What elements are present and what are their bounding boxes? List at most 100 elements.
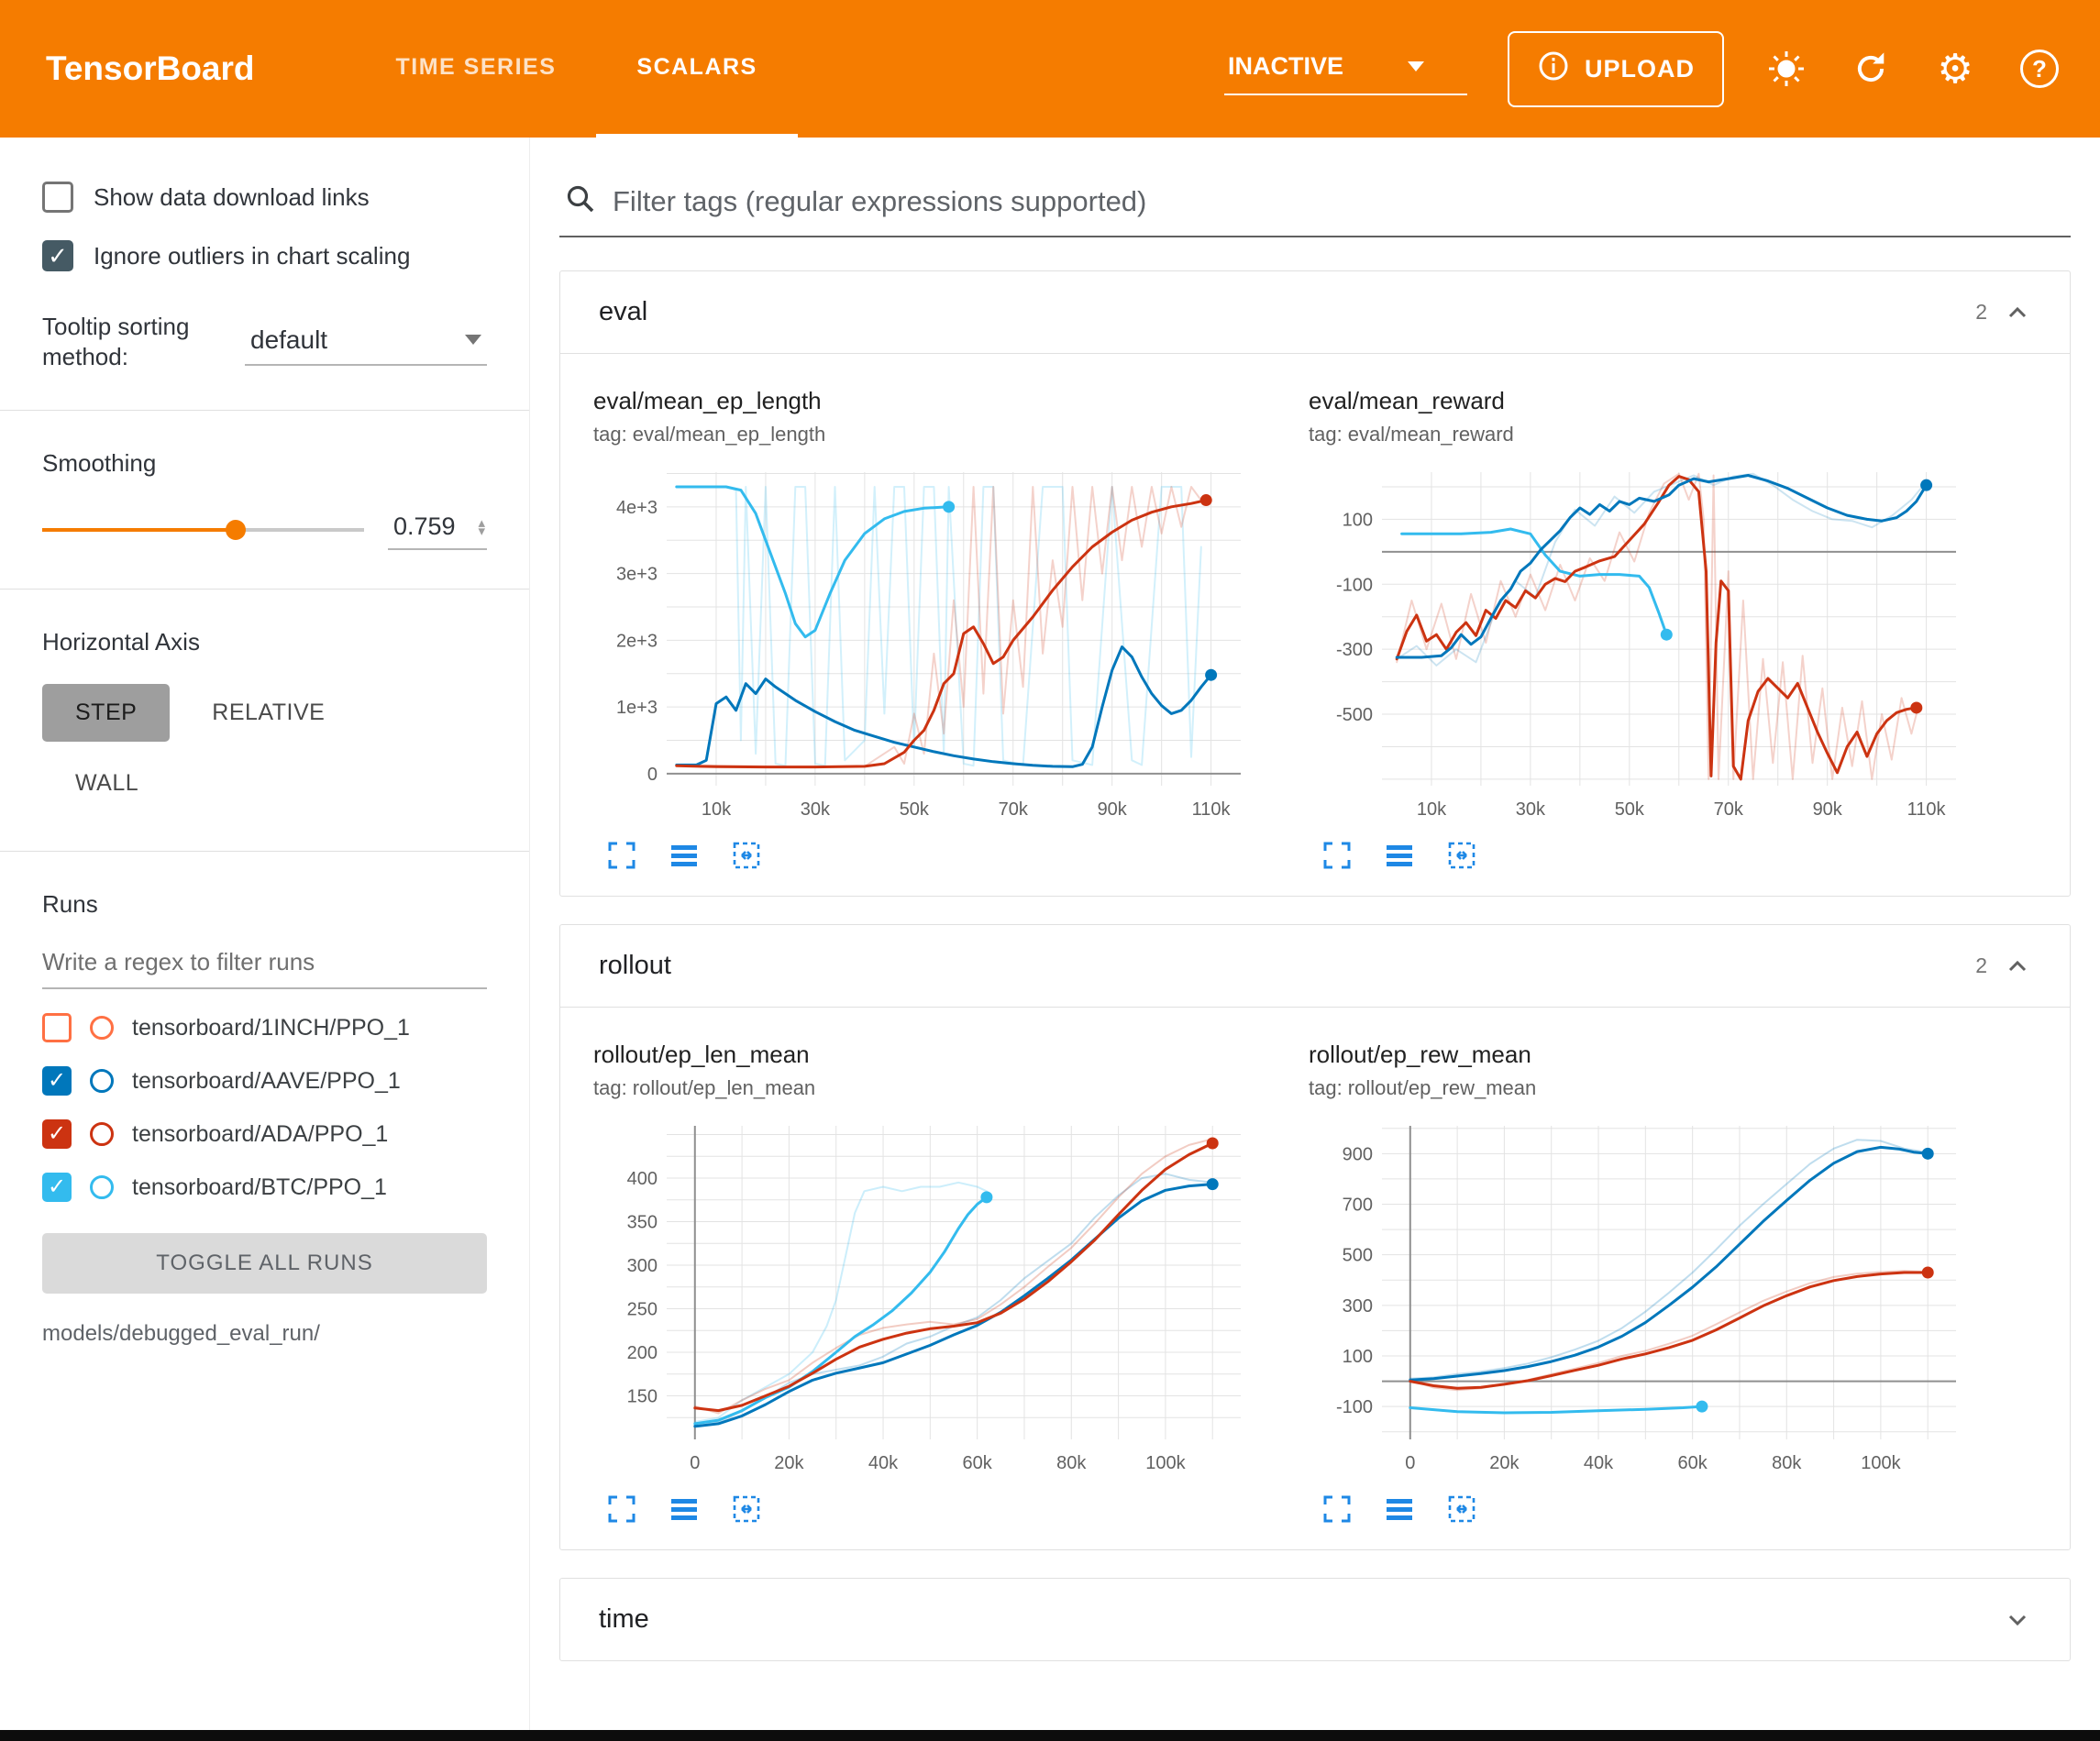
main-tabs: TIME SERIES SCALARS bbox=[356, 0, 798, 138]
data-table-icon[interactable] bbox=[667, 1493, 702, 1527]
tab-scalars[interactable]: SCALARS bbox=[596, 0, 798, 138]
fit-domain-icon[interactable] bbox=[729, 1493, 764, 1527]
chart-tag: tag: eval/mean_ep_length bbox=[593, 423, 826, 446]
section-card-time: time bbox=[559, 1578, 2071, 1661]
svg-text:80k: 80k bbox=[1772, 1453, 1802, 1473]
expand-chart-icon[interactable] bbox=[604, 1493, 639, 1527]
data-table-icon[interactable] bbox=[1382, 839, 1417, 874]
checkbox-icon: ✓ bbox=[42, 240, 73, 271]
smoothing-slider[interactable] bbox=[42, 513, 364, 546]
tag-filter-bar bbox=[559, 176, 2071, 237]
chart-toolbar bbox=[593, 839, 1263, 874]
tag-filter-input[interactable] bbox=[613, 184, 2065, 218]
svg-text:300: 300 bbox=[1343, 1296, 1373, 1317]
tab-time-series[interactable]: TIME SERIES bbox=[395, 53, 557, 80]
fit-domain-icon[interactable] bbox=[1444, 1493, 1479, 1527]
chevron-up-icon[interactable] bbox=[2004, 299, 2031, 326]
run-color-swatch-icon bbox=[90, 1122, 114, 1146]
chart-tag: tag: rollout/ep_rew_mean bbox=[1309, 1076, 1537, 1099]
toggle-all-runs-button[interactable]: TOGGLE ALL RUNS bbox=[42, 1233, 487, 1294]
svg-text:3e+3: 3e+3 bbox=[616, 565, 658, 585]
help-icon[interactable]: ? bbox=[2017, 47, 2061, 91]
svg-text:2e+3: 2e+3 bbox=[616, 631, 658, 651]
data-table-icon[interactable] bbox=[667, 839, 702, 874]
section-header-time[interactable]: time bbox=[560, 1579, 2070, 1660]
app-title: TensorBoard bbox=[46, 50, 255, 87]
refresh-icon[interactable] bbox=[1849, 47, 1893, 91]
expand-chart-icon[interactable] bbox=[604, 839, 639, 874]
svg-text:80k: 80k bbox=[1056, 1453, 1087, 1473]
upload-button[interactable]: UPLOAD bbox=[1508, 30, 1724, 107]
svg-text:60k: 60k bbox=[1678, 1453, 1708, 1473]
runs-section-label: Runs bbox=[42, 890, 98, 918]
header-actions: INACTIVE UPLOAD ⚙ ? bbox=[1224, 0, 2061, 138]
checkbox-icon: ✓ bbox=[42, 182, 73, 213]
svg-text:250: 250 bbox=[627, 1300, 658, 1320]
fit-domain-icon[interactable] bbox=[1444, 839, 1479, 874]
chevron-down-icon[interactable] bbox=[2004, 1606, 2031, 1634]
run-row-ada[interactable]: ✓ tensorboard/ADA/PPO_1 bbox=[42, 1119, 487, 1149]
expand-chart-icon[interactable] bbox=[1320, 1493, 1354, 1527]
app-header: TensorBoard TIME SERIES SCALARS INACTIVE… bbox=[0, 0, 2100, 138]
run-label: tensorboard/BTC/PPO_1 bbox=[132, 1174, 387, 1200]
chart-title: eval/mean_ep_length bbox=[593, 387, 822, 414]
run-row-aave[interactable]: ✓ tensorboard/AAVE/PPO_1 bbox=[42, 1066, 487, 1096]
tooltip-sorting-value: default bbox=[250, 325, 328, 354]
run-row-1inch[interactable]: ✓ tensorboard/1INCH/PPO_1 bbox=[42, 1013, 487, 1042]
show-download-links-checkbox[interactable]: ✓ Show data download links bbox=[42, 182, 487, 213]
chevron-up-icon[interactable] bbox=[2004, 953, 2031, 980]
upload-label: UPLOAD bbox=[1585, 54, 1695, 83]
data-table-icon[interactable] bbox=[1382, 1493, 1417, 1527]
svg-text:0: 0 bbox=[647, 765, 658, 785]
run-color-swatch-icon bbox=[90, 1175, 114, 1199]
svg-text:100k: 100k bbox=[1861, 1453, 1901, 1473]
tooltip-sorting-select[interactable]: default bbox=[245, 318, 487, 366]
axis-wall-button[interactable]: WALL bbox=[42, 755, 171, 812]
horizontal-axis-buttons: STEP RELATIVE WALL bbox=[42, 684, 372, 812]
chart-eval-mean-reward: eval/mean_reward tag: eval/mean_reward 1… bbox=[1309, 387, 1978, 874]
svg-text:-300: -300 bbox=[1336, 640, 1373, 660]
slider-knob-icon[interactable] bbox=[225, 519, 246, 540]
svg-text:-100: -100 bbox=[1336, 1397, 1373, 1417]
run-row-btc[interactable]: ✓ tensorboard/BTC/PPO_1 bbox=[42, 1173, 487, 1202]
section-header-eval[interactable]: eval 2 bbox=[560, 271, 2070, 354]
section-title: time bbox=[599, 1604, 649, 1634]
svg-text:4e+3: 4e+3 bbox=[616, 498, 658, 518]
chart-tag: tag: rollout/ep_len_mean bbox=[593, 1076, 816, 1099]
svg-text:0: 0 bbox=[690, 1453, 700, 1473]
status-dropdown[interactable]: INACTIVE bbox=[1224, 43, 1467, 95]
line-chart[interactable]: 0 20k 40k 60k 80k 100k 150 200 250 300 350 400 bbox=[593, 1115, 1254, 1480]
chart-toolbar bbox=[593, 1493, 1263, 1527]
settings-gear-icon[interactable]: ⚙ bbox=[1937, 46, 1973, 92]
axis-relative-button[interactable]: RELATIVE bbox=[179, 684, 358, 742]
section-card-rollout: rollout 2 rollout/ep_len_mean tag: rollo… bbox=[559, 924, 2071, 1550]
smoothing-value-input[interactable]: 0.759 ▴ ▾ bbox=[388, 509, 487, 550]
section-header-rollout[interactable]: rollout 2 bbox=[560, 925, 2070, 1008]
search-icon bbox=[565, 183, 596, 219]
expand-chart-icon[interactable] bbox=[1320, 839, 1354, 874]
fit-domain-icon[interactable] bbox=[729, 839, 764, 874]
divider bbox=[0, 851, 529, 852]
svg-text:150: 150 bbox=[627, 1387, 658, 1407]
line-chart[interactable]: 0 20k 40k 60k 80k 100k -100 100 300 500 700 900 bbox=[1309, 1115, 1969, 1480]
section-card-eval: eval 2 eval/mean_ep_length tag: eval/mea… bbox=[559, 270, 2071, 897]
section-count-badge: 2 bbox=[1975, 300, 1987, 324]
svg-text:70k: 70k bbox=[999, 799, 1029, 820]
ignore-outliers-checkbox[interactable]: ✓ Ignore outliers in chart scaling bbox=[42, 240, 487, 271]
svg-text:10k: 10k bbox=[702, 799, 732, 820]
axis-step-button[interactable]: STEP bbox=[42, 684, 171, 742]
scalars-main: eval 2 eval/mean_ep_length tag: eval/mea… bbox=[530, 138, 2100, 1730]
brightness-icon[interactable] bbox=[1764, 47, 1808, 91]
smoothing-value: 0.759 bbox=[393, 512, 456, 540]
line-chart[interactable]: 10k 30k 50k 70k 90k 110k -500 -300 -100 100 bbox=[1309, 461, 1969, 826]
settings-sidebar: ✓ Show data download links ✓ Ignore outl… bbox=[0, 138, 530, 1730]
svg-text:110k: 110k bbox=[1192, 799, 1232, 820]
line-chart[interactable]: 10k 30k 50k 70k 90k 110k 0 1e+3 2e+3 3e+3 4e+3 bbox=[593, 461, 1254, 826]
section-title: eval bbox=[599, 297, 648, 326]
section-count-badge: 2 bbox=[1975, 953, 1987, 977]
svg-text:500: 500 bbox=[1343, 1246, 1373, 1266]
stepper-arrows-icon[interactable]: ▴ ▾ bbox=[478, 514, 485, 539]
svg-text:400: 400 bbox=[627, 1169, 658, 1189]
svg-text:40k: 40k bbox=[1584, 1453, 1614, 1473]
runs-filter-input[interactable] bbox=[42, 942, 487, 989]
